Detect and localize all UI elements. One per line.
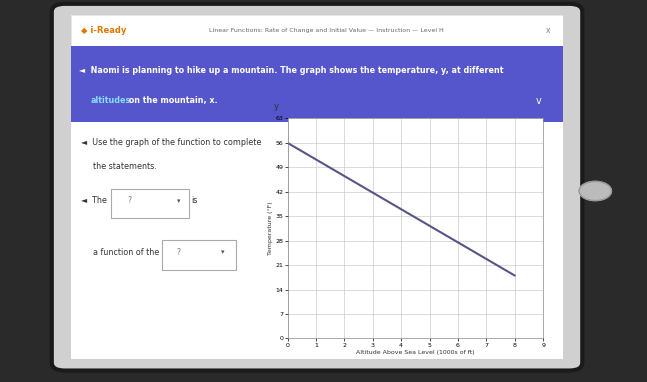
Text: y: y <box>273 102 278 112</box>
Y-axis label: Temperature (°F): Temperature (°F) <box>268 202 272 255</box>
Text: altitudes: altitudes <box>91 96 131 105</box>
Text: a function of the: a function of the <box>93 248 160 257</box>
Text: is: is <box>192 196 198 206</box>
Text: ◆ i-Ready: ◆ i-Ready <box>81 26 126 35</box>
Bar <box>71 46 563 122</box>
Bar <box>71 15 563 46</box>
Text: ◄  The: ◄ The <box>81 196 107 206</box>
Text: on the mountain, x.: on the mountain, x. <box>126 96 218 105</box>
Text: ▾: ▾ <box>221 249 225 256</box>
X-axis label: Altitude Above Sea Level (1000s of ft): Altitude Above Sea Level (1000s of ft) <box>356 350 475 355</box>
Text: ?: ? <box>177 248 181 257</box>
Text: v: v <box>536 96 541 106</box>
Text: ?: ? <box>127 196 132 206</box>
Bar <box>71 122 563 359</box>
Text: Linear Functions: Rate of Change and Initial Value — Instruction — Level H: Linear Functions: Rate of Change and Ini… <box>209 28 444 33</box>
Text: ◄  Use the graph of the function to complete: ◄ Use the graph of the function to compl… <box>81 138 261 147</box>
Text: ◄  Naomi is planning to hike up a mountain. The graph shows the temperature, y, : ◄ Naomi is planning to hike up a mountai… <box>78 66 503 75</box>
FancyBboxPatch shape <box>111 189 189 218</box>
Text: x: x <box>546 26 551 35</box>
Text: ▾: ▾ <box>177 198 181 204</box>
FancyBboxPatch shape <box>162 241 236 270</box>
Text: the statements.: the statements. <box>93 162 157 171</box>
